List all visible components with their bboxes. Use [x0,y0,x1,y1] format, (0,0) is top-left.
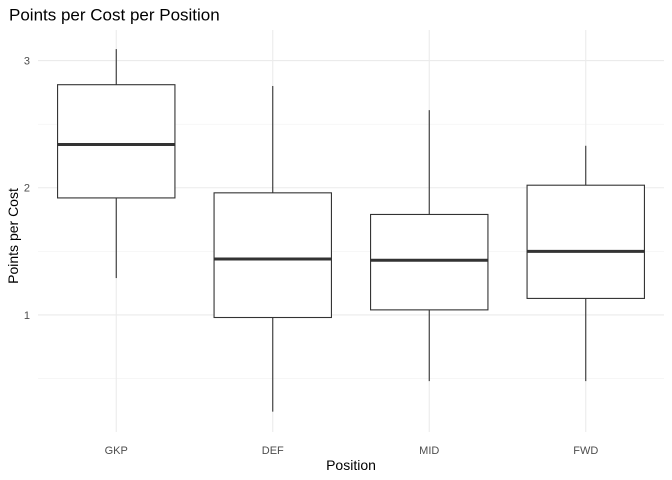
chart-title: Points per Cost per Position [9,6,220,25]
box-mid [370,110,489,382]
box-gkp [57,49,176,279]
box-def [213,85,332,412]
box-series [57,49,645,412]
x-tick-label: DEF [262,445,284,457]
y-tick-label: 2 [24,183,30,195]
y-tick-label: 1 [24,310,30,322]
y-tick-label: 3 [24,56,30,68]
iqr-box [370,213,489,311]
iqr-box [213,192,332,319]
y-axis-title: Points per Cost [5,188,21,284]
iqr-box [526,184,645,299]
x-tick-label: FWD [573,445,598,457]
x-tick-label: MID [419,445,439,457]
box-fwd [526,145,645,382]
x-axis-title: Position [326,457,376,473]
x-tick-label: GKP [105,445,128,457]
iqr-box [57,84,176,199]
y-axis-ticks: 1 2 3 [24,56,30,322]
x-axis-ticks: GKP DEF MID FWD [105,445,599,457]
